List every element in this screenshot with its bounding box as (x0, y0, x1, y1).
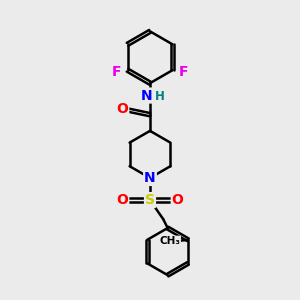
Text: O: O (116, 193, 128, 207)
Text: O: O (172, 193, 184, 207)
Text: H: H (154, 90, 164, 103)
Text: S: S (145, 193, 155, 207)
Text: N: N (144, 171, 156, 185)
Text: CH₃: CH₃ (159, 236, 180, 246)
Text: F: F (112, 65, 121, 79)
Text: O: O (116, 102, 128, 116)
Text: N: N (141, 88, 152, 103)
Text: F: F (179, 65, 188, 79)
